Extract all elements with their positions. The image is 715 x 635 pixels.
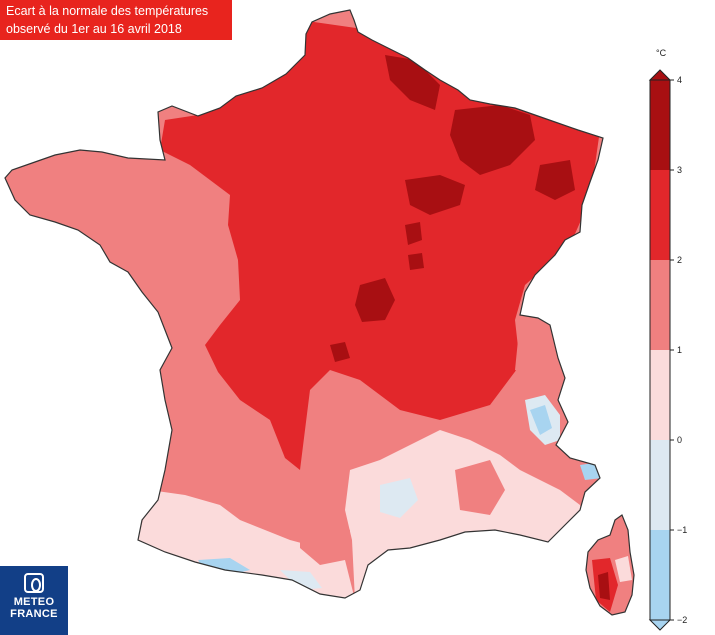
legend-tick-label: 2 [677, 255, 682, 265]
legend-bottom-arrow [648, 619, 672, 631]
legend-tick-label: 1 [677, 345, 682, 355]
legend-tick-label: −2 [677, 615, 687, 625]
legend-tick-label: 0 [677, 435, 682, 445]
legend-bin [650, 530, 670, 620]
map-title: Ecart à la normale des températures obse… [0, 0, 232, 40]
legend-top-arrow [648, 69, 672, 81]
legend-bin [650, 350, 670, 440]
title-line-1: Ecart à la normale des températures [6, 4, 209, 18]
legend-unit: °C [656, 48, 667, 58]
legend-tick-label: 4 [677, 75, 682, 85]
legend-tick-label: −1 [677, 525, 687, 535]
legend-bin [650, 440, 670, 530]
legend-bin [650, 80, 670, 170]
legend-tick-label: 3 [677, 165, 682, 175]
legend-bin [650, 260, 670, 350]
legend-bin [650, 170, 670, 260]
logo-line-2: FRANCE [10, 608, 58, 620]
logo-line-1: METEO [13, 596, 55, 608]
title-line-2: observé du 1er au 16 avril 2018 [6, 22, 182, 36]
meteo-france-logo: METEO FRANCE [0, 566, 68, 635]
meteo-france-logo-icon [24, 573, 44, 593]
